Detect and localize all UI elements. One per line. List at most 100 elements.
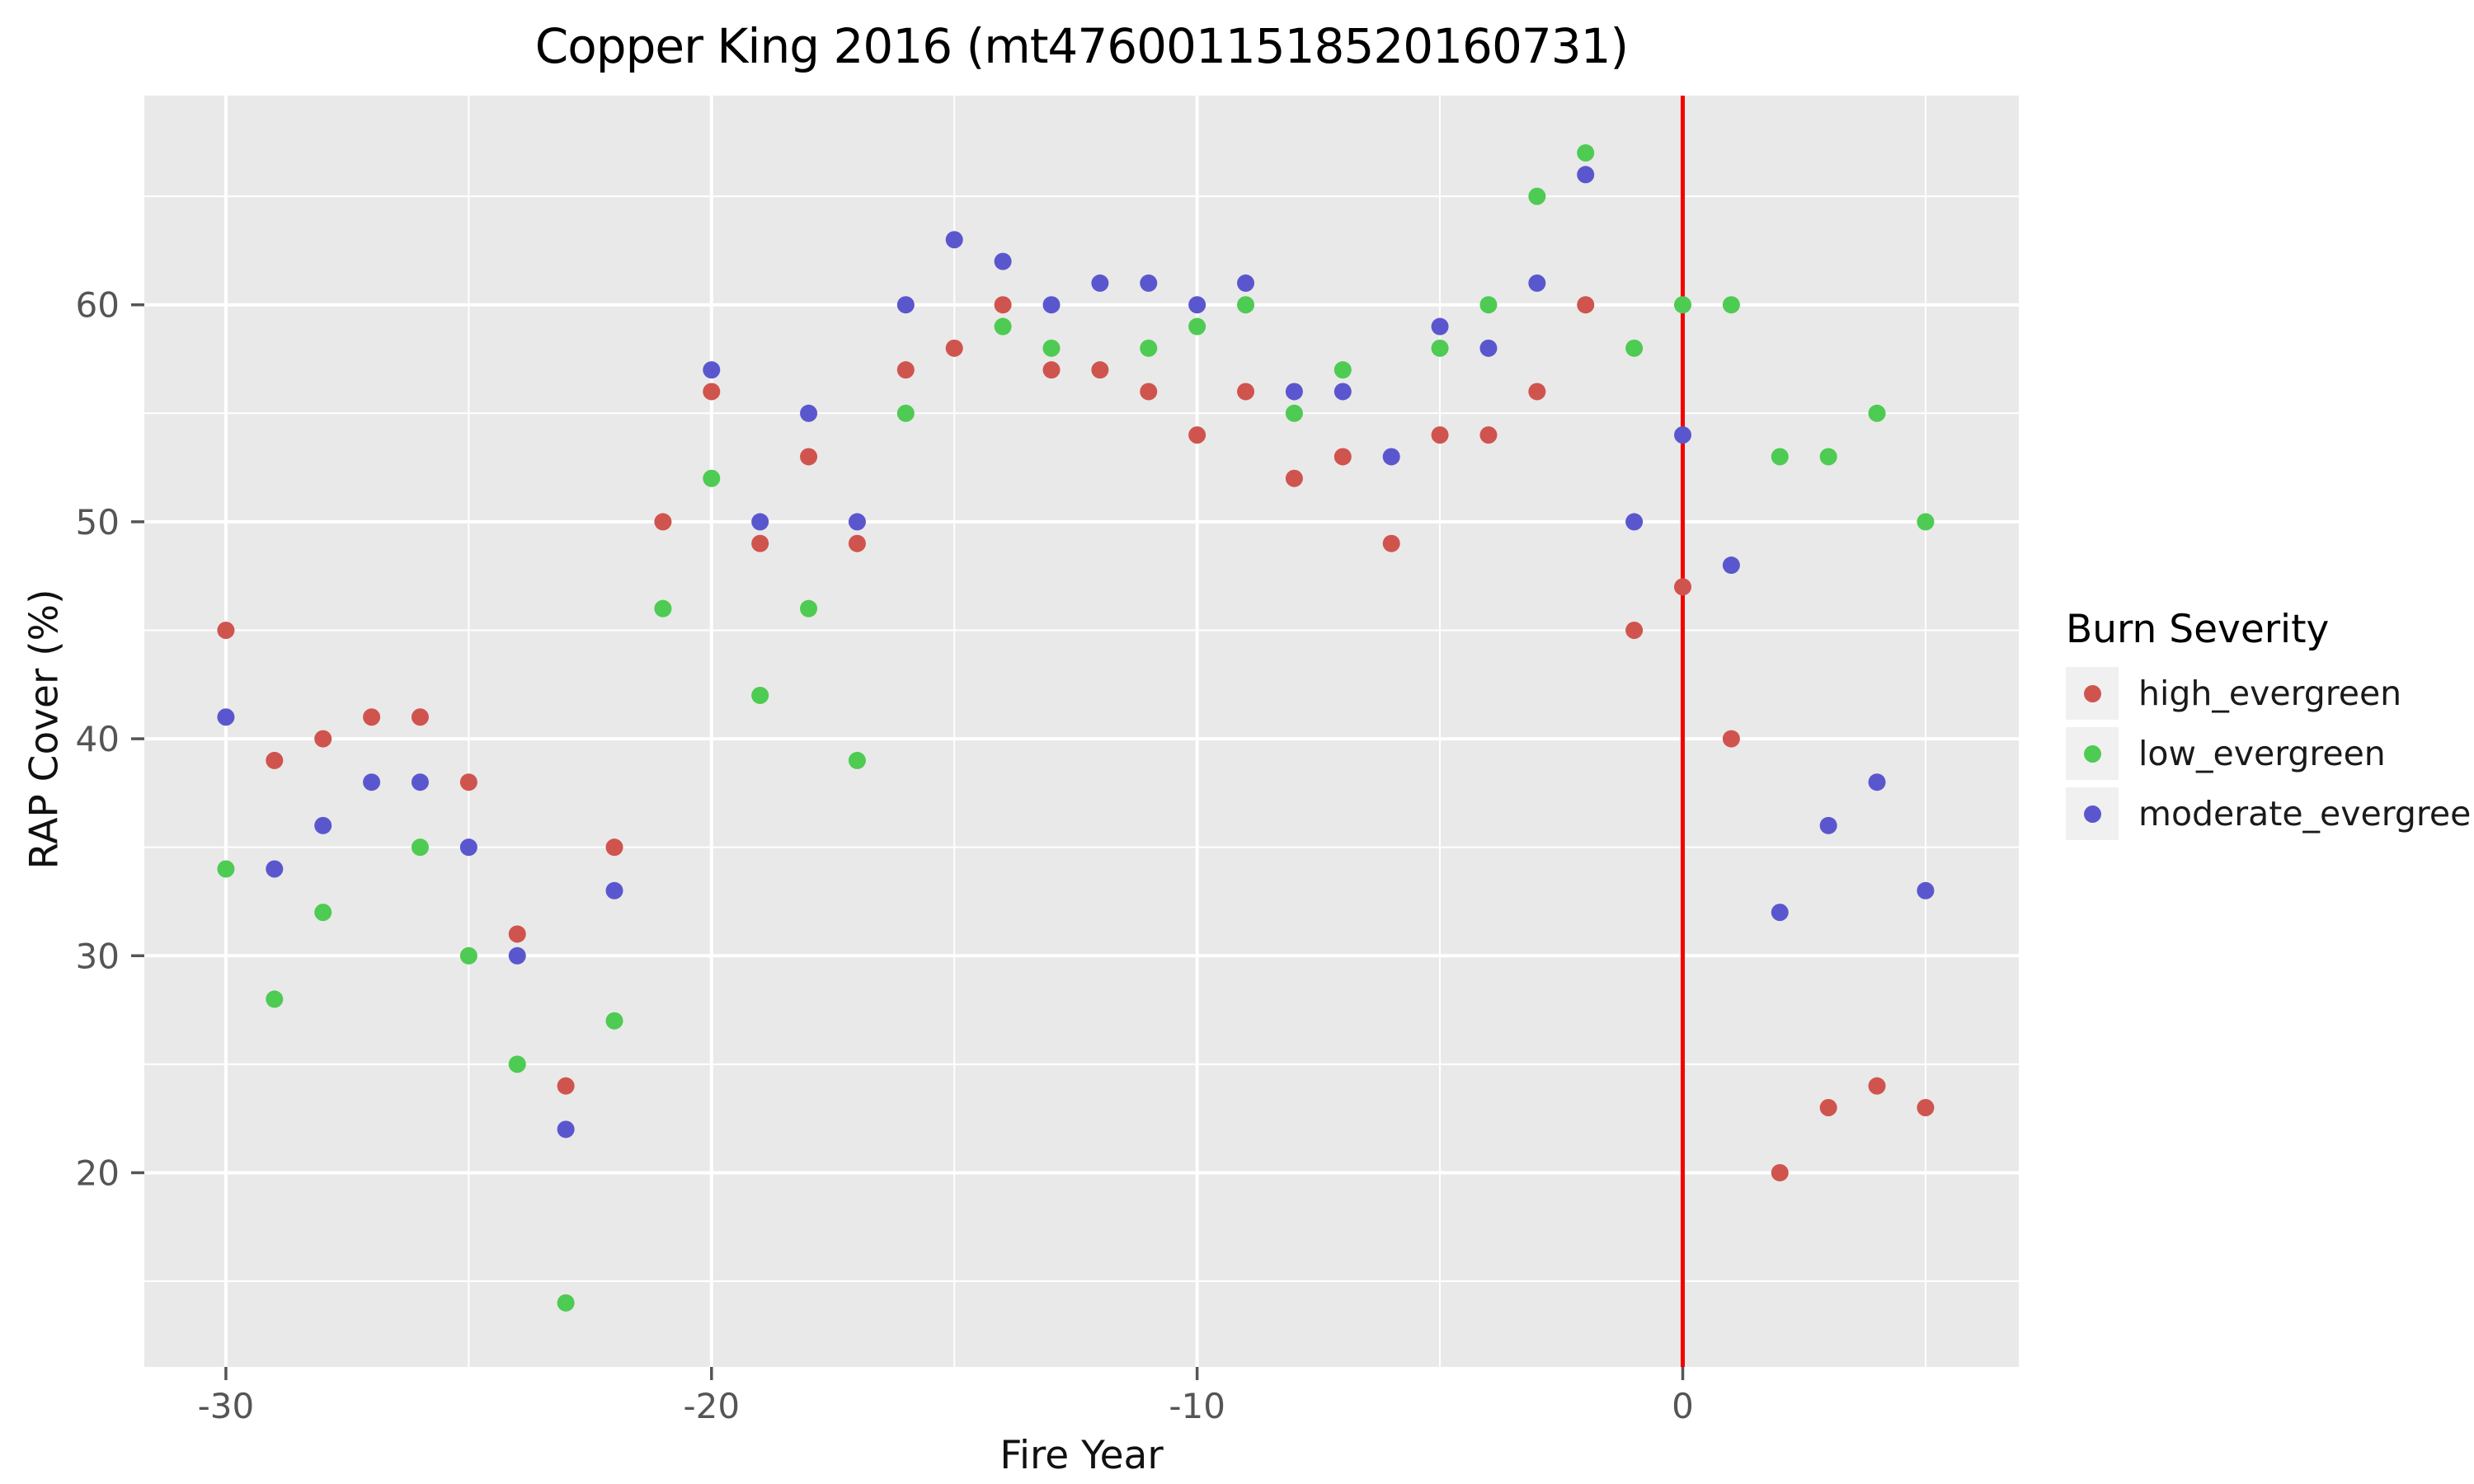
legend-items: high_evergreen low_evergreen moderate_ever…	[2066, 667, 2474, 840]
data-point-low_evergreen	[654, 599, 672, 618]
data-point-low_evergreen	[1188, 317, 1206, 336]
data-point-high_evergreen	[217, 621, 235, 639]
legend-dot-icon	[2083, 805, 2101, 823]
data-point-moderate_evergreen	[217, 708, 235, 726]
data-point-low_evergreen	[508, 1055, 526, 1073]
data-point-moderate_evergreen	[1771, 904, 1789, 922]
data-point-low_evergreen	[1577, 143, 1595, 162]
legend-item-label: high_evergreen	[2138, 674, 2402, 713]
data-point-high_evergreen	[1091, 361, 1109, 379]
legend-key	[2066, 787, 2119, 840]
x-tick-label: -20	[683, 1386, 740, 1426]
legend-item-label: moderate_evergreen	[2138, 794, 2474, 834]
data-point-low_evergreen	[605, 1012, 623, 1030]
data-point-high_evergreen	[1140, 383, 1158, 401]
data-point-high_evergreen	[654, 513, 672, 531]
data-point-low_evergreen	[1819, 448, 1837, 466]
data-point-high_evergreen	[1479, 426, 1498, 444]
data-point-high_evergreen	[800, 448, 818, 466]
y-tick-label: 40	[76, 719, 120, 759]
data-point-high_evergreen	[1868, 1077, 1886, 1095]
data-point-high_evergreen	[1333, 448, 1352, 466]
data-point-moderate_evergreen	[896, 296, 915, 314]
data-point-moderate_evergreen	[363, 773, 381, 791]
data-point-high_evergreen	[1771, 1163, 1789, 1181]
data-point-moderate_evergreen	[508, 946, 526, 965]
data-point-high_evergreen	[266, 751, 284, 769]
legend-dot-icon	[2083, 744, 2101, 763]
y-tick-label: 60	[76, 285, 120, 326]
data-point-low_evergreen	[896, 404, 915, 422]
data-point-moderate_evergreen	[314, 816, 332, 834]
data-point-low_evergreen	[994, 317, 1012, 336]
data-point-moderate_evergreen	[605, 881, 623, 899]
data-point-low_evergreen	[1285, 404, 1303, 422]
data-point-high_evergreen	[1285, 469, 1303, 487]
data-point-moderate_evergreen	[266, 860, 284, 878]
data-point-moderate_evergreen	[800, 404, 818, 422]
data-point-high_evergreen	[1625, 621, 1644, 639]
legend-key	[2066, 667, 2119, 720]
data-point-moderate_evergreen	[1140, 274, 1158, 292]
data-point-moderate_evergreen	[1819, 816, 1837, 834]
y-tick-label: 50	[76, 502, 120, 542]
y-axis-title: RAP Cover (%)	[21, 589, 68, 870]
x-tick-label: 0	[1672, 1386, 1694, 1426]
data-point-low_evergreen	[217, 860, 235, 878]
data-point-moderate_evergreen	[751, 513, 769, 531]
data-point-high_evergreen	[508, 925, 526, 943]
data-point-low_evergreen	[703, 469, 721, 487]
legend-item-moderate_evergreen: moderate_evergreen	[2066, 787, 2474, 840]
data-point-moderate_evergreen	[1333, 383, 1352, 401]
data-point-high_evergreen	[1577, 296, 1595, 314]
data-point-high_evergreen	[314, 730, 332, 748]
data-point-high_evergreen	[1188, 426, 1206, 444]
data-point-high_evergreen	[1042, 361, 1061, 379]
data-point-moderate_evergreen	[848, 513, 866, 531]
legend-item-label: low_evergreen	[2138, 734, 2386, 773]
data-point-moderate_evergreen	[1188, 296, 1206, 314]
data-point-high_evergreen	[751, 534, 769, 552]
data-point-high_evergreen	[1722, 730, 1740, 748]
data-point-moderate_evergreen	[411, 773, 429, 791]
data-point-low_evergreen	[1479, 296, 1498, 314]
x-tick-label: -10	[1169, 1386, 1225, 1426]
data-point-high_evergreen	[557, 1077, 575, 1095]
data-point-high_evergreen	[1674, 578, 1692, 596]
data-point-moderate_evergreen	[1431, 317, 1449, 336]
data-point-moderate_evergreen	[1917, 881, 1935, 899]
data-point-moderate_evergreen	[1528, 274, 1546, 292]
data-point-low_evergreen	[1237, 296, 1255, 314]
legend-title: Burn Severity	[2066, 607, 2330, 652]
data-point-moderate_evergreen	[1625, 513, 1644, 531]
legend-dot-icon	[2083, 684, 2101, 702]
data-point-low_evergreen	[751, 686, 769, 704]
legend: Burn Severity high_evergreen low_evergree…	[2066, 607, 2474, 848]
data-point-high_evergreen	[994, 296, 1012, 314]
data-point-low_evergreen	[1528, 187, 1546, 205]
data-point-moderate_evergreen	[1091, 274, 1109, 292]
data-point-moderate_evergreen	[1237, 274, 1255, 292]
data-point-moderate_evergreen	[557, 1120, 575, 1139]
plot-title: Copper King 2016 (mt4760011518520160731)	[534, 18, 1629, 74]
data-point-moderate_evergreen	[703, 361, 721, 379]
data-point-moderate_evergreen	[1722, 556, 1740, 575]
y-tick-label: 30	[76, 936, 120, 976]
plot-panel	[144, 96, 2019, 1367]
legend-item-low_evergreen: low_evergreen	[2066, 727, 2474, 780]
data-point-high_evergreen	[411, 708, 429, 726]
data-point-low_evergreen	[1868, 404, 1886, 422]
data-point-moderate_evergreen	[1382, 448, 1400, 466]
data-point-high_evergreen	[1431, 426, 1449, 444]
data-point-high_evergreen	[703, 383, 721, 401]
data-point-low_evergreen	[1674, 296, 1692, 314]
data-point-low_evergreen	[557, 1294, 575, 1312]
data-point-high_evergreen	[896, 361, 915, 379]
data-point-low_evergreen	[1917, 513, 1935, 531]
data-point-moderate_evergreen	[1042, 296, 1061, 314]
data-point-high_evergreen	[1382, 534, 1400, 552]
data-point-high_evergreen	[848, 534, 866, 552]
data-point-low_evergreen	[1722, 296, 1740, 314]
data-point-moderate_evergreen	[1479, 339, 1498, 357]
